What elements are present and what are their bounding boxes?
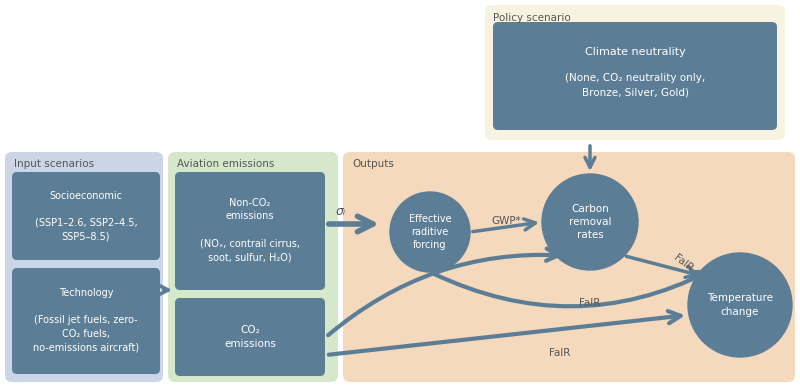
Text: σᵢ: σᵢ (336, 205, 346, 218)
Text: Technology

(Fossil jet fuels, zero-
CO₂ fuels,
no-emissions aircraft): Technology (Fossil jet fuels, zero- CO₂ … (33, 288, 139, 352)
Text: Non-CO₂
emissions

(NOₓ, contrail cirrus,
soot, sulfur, H₂O): Non-CO₂ emissions (NOₓ, contrail cirrus,… (200, 198, 300, 262)
Circle shape (390, 192, 470, 272)
Text: Temperature
change: Temperature change (707, 293, 773, 317)
FancyBboxPatch shape (168, 152, 338, 382)
Text: FaIR: FaIR (672, 252, 695, 273)
FancyBboxPatch shape (175, 172, 325, 290)
Text: Climate neutrality: Climate neutrality (585, 47, 686, 57)
FancyBboxPatch shape (12, 172, 160, 260)
FancyBboxPatch shape (5, 152, 163, 382)
FancyBboxPatch shape (493, 22, 777, 130)
Text: CO₂
emissions: CO₂ emissions (224, 325, 276, 349)
Text: GWP*: GWP* (491, 216, 521, 226)
Text: Policy scenario: Policy scenario (493, 13, 570, 23)
Text: FaIR: FaIR (579, 298, 601, 308)
Text: Socioeconomic

(SSP1–2.6, SSP2–4.5,
SSP5–8.5): Socioeconomic (SSP1–2.6, SSP2–4.5, SSP5–… (34, 191, 138, 242)
FancyBboxPatch shape (485, 5, 785, 140)
Text: Aviation emissions: Aviation emissions (177, 159, 274, 169)
FancyBboxPatch shape (175, 298, 325, 376)
FancyBboxPatch shape (343, 152, 795, 382)
Text: FaIR: FaIR (550, 348, 570, 358)
Text: Carbon
removal
rates: Carbon removal rates (569, 204, 611, 240)
Text: Effective
raditive
forcing: Effective raditive forcing (409, 214, 451, 250)
Text: Input scenarios: Input scenarios (14, 159, 94, 169)
Circle shape (688, 253, 792, 357)
FancyBboxPatch shape (12, 268, 160, 374)
Circle shape (542, 174, 638, 270)
Text: (None, CO₂ neutrality only,
Bronze, Silver, Gold): (None, CO₂ neutrality only, Bronze, Silv… (565, 73, 705, 97)
Text: Outputs: Outputs (352, 159, 394, 169)
